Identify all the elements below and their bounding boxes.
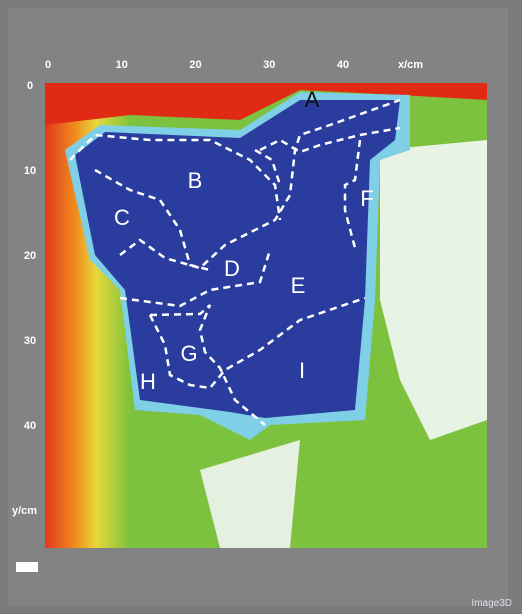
- x-axis-label: x/cm: [398, 59, 423, 71]
- y-axis-label: y/cm: [12, 505, 37, 517]
- scale-marker: [16, 562, 38, 572]
- y-tick-label: 30: [24, 335, 36, 347]
- x-tick-label: 10: [116, 59, 128, 71]
- region-label: G: [180, 341, 197, 366]
- x-tick-label: 20: [189, 59, 201, 71]
- y-tick-label: 10: [24, 165, 36, 177]
- region-label: A: [305, 87, 320, 112]
- watermark: Image3D: [471, 598, 512, 609]
- region-labels: A B C D E F G H I: [114, 87, 374, 394]
- region-label: F: [360, 186, 373, 211]
- y-tick-label: 20: [24, 250, 36, 262]
- y-tick-label: 0: [27, 80, 33, 92]
- x-tick-label: 30: [263, 59, 275, 71]
- x-tick-label: 0: [45, 59, 51, 71]
- region-label: H: [140, 369, 156, 394]
- y-tick-label: 40: [24, 420, 36, 432]
- heatmap: [45, 83, 487, 548]
- region-label: D: [224, 256, 240, 281]
- x-tick-label: 40: [337, 59, 349, 71]
- region-label: I: [299, 358, 305, 383]
- region-label: E: [291, 273, 306, 298]
- region-label: B: [188, 168, 203, 193]
- region-boundaries: [69, 98, 401, 426]
- region-label: C: [114, 205, 130, 230]
